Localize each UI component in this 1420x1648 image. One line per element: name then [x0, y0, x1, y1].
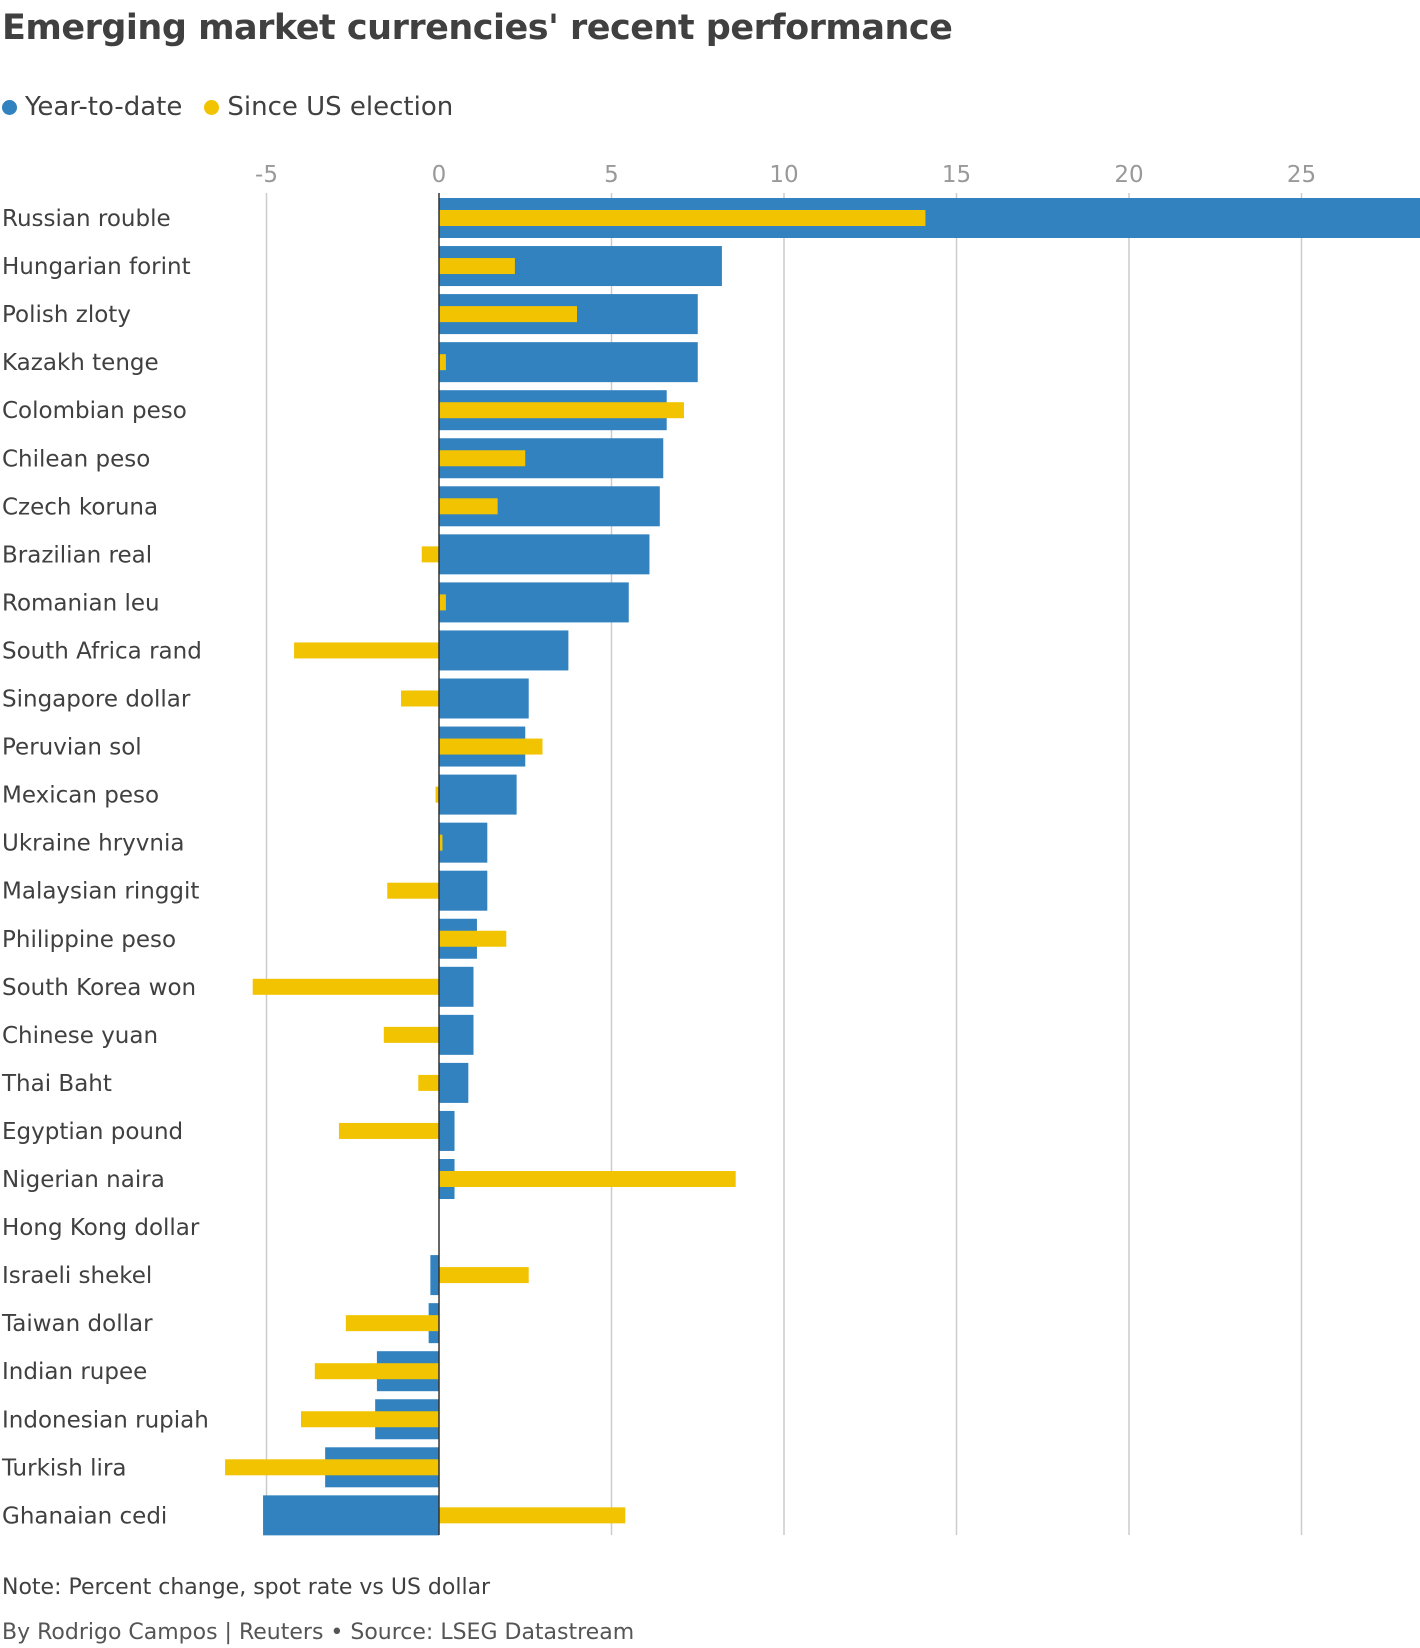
- bar-since-election: [421, 546, 439, 563]
- category-label: Singapore dollar: [2, 687, 191, 713]
- chart-note: Note: Percent change, spot rate vs US do…: [2, 1575, 491, 1600]
- bar-since-election: [252, 978, 439, 995]
- category-label: Ghanaian cedi: [2, 1503, 167, 1529]
- bar-since-election: [439, 402, 684, 419]
- category-label: South Korea won: [2, 975, 196, 1001]
- bar-since-election: [439, 498, 498, 515]
- bar-since-election: [439, 450, 526, 467]
- bar-chart: -5 0 5 10 15 20 25 Russian rouble Hungarian fori…: [1, 162, 1420, 1536]
- bar-since-election: [294, 642, 439, 659]
- category-label: Polish zloty: [2, 302, 131, 328]
- category-label: Thai Baht: [1, 1071, 112, 1097]
- bar-ytd: [439, 1014, 474, 1055]
- x-tick-label: 0: [432, 162, 447, 188]
- legend-label-ytd: Year-to-date: [25, 92, 183, 122]
- category-label: Indian rupee: [2, 1359, 147, 1385]
- category-label: South Africa rand: [2, 638, 202, 664]
- bar-ytd: [439, 822, 488, 863]
- bar-since-election: [439, 258, 515, 275]
- bar-since-election: [338, 1122, 439, 1139]
- x-tick-label: 10: [769, 162, 798, 188]
- category-label: Indonesian rupiah: [2, 1407, 209, 1433]
- category-label: Hungarian forint: [2, 254, 191, 280]
- bar-ytd: [439, 582, 629, 623]
- bar-since-election: [345, 1315, 439, 1332]
- legend: Year-to-date Since US election: [2, 92, 453, 122]
- bar-ytd: [430, 1255, 439, 1296]
- category-label: Colombian peso: [2, 398, 187, 424]
- bar-since-election: [383, 1026, 439, 1043]
- bar-since-election: [301, 1411, 439, 1428]
- category-label: Israeli shekel: [2, 1263, 152, 1289]
- x-tick-label: 20: [1114, 162, 1143, 188]
- category-label: Malaysian ringgit: [2, 879, 199, 905]
- legend-label-election: Since US election: [227, 92, 454, 122]
- category-label: Chinese yuan: [2, 1023, 158, 1049]
- bar-ytd: [439, 630, 569, 671]
- category-label: Mexican peso: [2, 783, 159, 809]
- category-label: Russian rouble: [2, 206, 171, 232]
- category-label: Chilean peso: [2, 446, 150, 472]
- legend-swatch-election: [204, 99, 220, 115]
- bar-since-election: [439, 834, 443, 851]
- category-label: Romanian leu: [2, 590, 160, 616]
- bar-ytd: [439, 1110, 455, 1151]
- bar-since-election: [439, 306, 577, 323]
- category-label: Czech koruna: [2, 494, 158, 520]
- bar-ytd: [263, 1495, 439, 1536]
- legend-swatch-ytd: [2, 99, 17, 115]
- bar-since-election: [387, 882, 439, 899]
- bar-ytd: [439, 1062, 469, 1103]
- bar-ytd: [439, 342, 698, 383]
- category-label: Brazilian real: [2, 542, 152, 568]
- category-label: Kazakh tenge: [2, 350, 159, 376]
- category-label: Taiwan dollar: [1, 1311, 153, 1337]
- category-label: Nigerian naira: [2, 1167, 165, 1193]
- bar-ytd: [439, 534, 650, 575]
- x-tick-label: 25: [1287, 162, 1316, 188]
- category-label: Philippine peso: [2, 927, 176, 953]
- bar-since-election: [439, 930, 507, 947]
- legend-item-ytd: Year-to-date: [2, 92, 182, 122]
- bar-since-election: [225, 1459, 439, 1476]
- category-label: Ukraine hryvnia: [2, 831, 184, 857]
- legend-item-election: Since US election: [204, 92, 453, 122]
- x-tick-label: -5: [255, 162, 278, 188]
- bar-ytd: [439, 870, 488, 911]
- bar-since-election: [439, 1267, 529, 1284]
- category-label: Peruvian sol: [2, 735, 142, 761]
- chart-credit: By Rodrigo Campos | Reuters • Source: LS…: [2, 1620, 635, 1645]
- bar-since-election: [439, 594, 446, 611]
- bar-ytd: [439, 774, 517, 815]
- x-tick-label: 5: [604, 162, 619, 188]
- category-label: Hong Kong dollar: [2, 1215, 200, 1241]
- bar-since-election: [435, 786, 439, 803]
- bar-since-election: [439, 354, 446, 371]
- bar-since-election: [439, 210, 926, 226]
- bar-since-election: [439, 1507, 626, 1524]
- category-label: Egyptian pound: [2, 1119, 183, 1145]
- category-label: Turkish lira: [1, 1455, 127, 1481]
- bar-since-election: [314, 1363, 439, 1380]
- bar-since-election: [418, 1074, 439, 1091]
- x-tick-label: 15: [942, 162, 971, 188]
- bar-since-election: [439, 738, 543, 755]
- bar-since-election: [401, 690, 439, 707]
- bar-since-election: [439, 1171, 736, 1187]
- bar-ytd: [439, 678, 529, 719]
- chart-title: Emerging market currencies' recent perfo…: [2, 8, 953, 48]
- bar-ytd: [439, 966, 474, 1007]
